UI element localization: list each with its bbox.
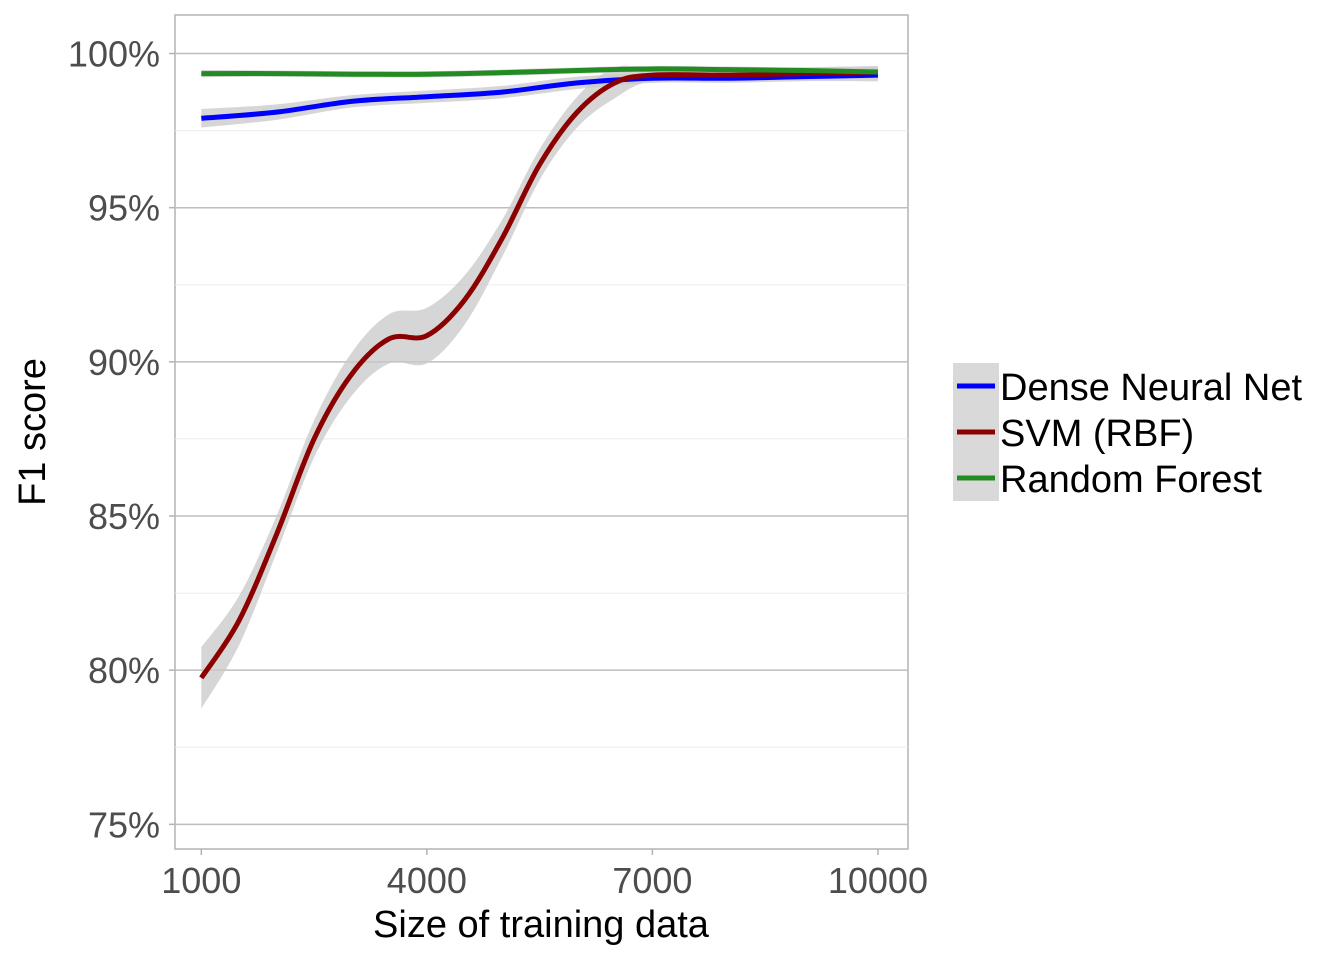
major-grid	[175, 52, 908, 826]
minor-grid	[175, 130, 908, 748]
legend-label: SVM (RBF)	[1000, 413, 1194, 455]
y-axis-title: F1 score	[12, 358, 54, 506]
y-tick-label: 85%	[88, 496, 160, 537]
x-axis-title: Size of training data	[373, 904, 710, 946]
series-line	[201, 72, 878, 121]
x-tick-label: 7000	[612, 860, 692, 901]
x-axis-ticks: 1000 4000 7000 10000	[161, 849, 928, 901]
series-line	[201, 66, 878, 77]
x-tick-label: 10000	[828, 860, 928, 901]
x-tick-label: 4000	[387, 860, 467, 901]
ci-ribbon	[201, 65, 878, 709]
legend-label: Random Forest	[1000, 459, 1262, 501]
panel-border	[174, 14, 909, 850]
legend-label: Dense Neural Net	[1000, 367, 1302, 409]
y-tick-label: 100%	[68, 34, 160, 75]
x-tick-label: 1000	[161, 860, 241, 901]
y-axis-ticks: 75% 80% 85% 90% 95% 100%	[68, 34, 175, 845]
y-tick-label: 75%	[88, 804, 160, 845]
series-line	[199, 69, 878, 680]
y-tick-label: 90%	[88, 342, 160, 383]
y-tick-label: 95%	[88, 188, 160, 229]
series-lines	[199, 66, 878, 680]
y-tick-label: 80%	[88, 650, 160, 691]
